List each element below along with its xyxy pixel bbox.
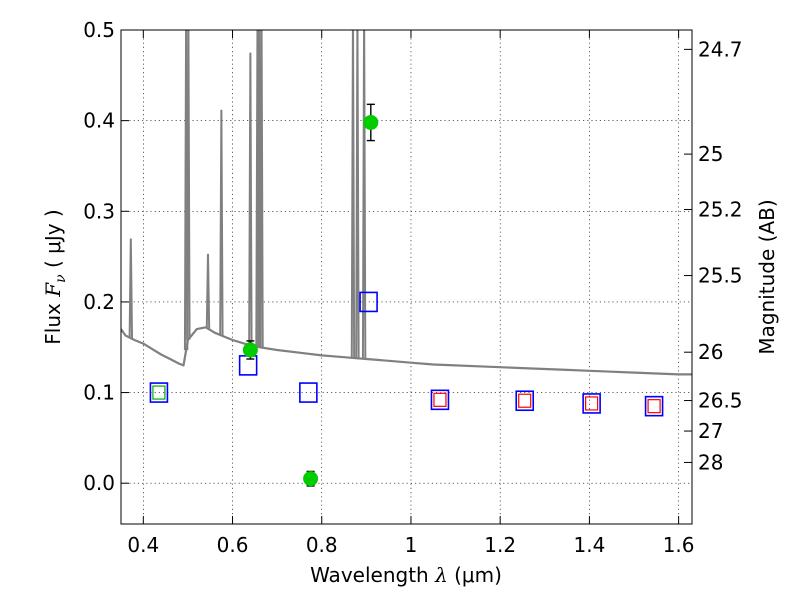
blue-square-marker — [430, 389, 450, 411]
x-tick-label: 0.6 — [217, 533, 249, 557]
x-tick-label: 1.4 — [573, 533, 605, 557]
small-square-marker — [585, 396, 599, 411]
small-square-marker — [152, 385, 166, 400]
x-tick-label: 0.8 — [306, 533, 338, 557]
small-square-marker — [433, 392, 447, 407]
photometry-markers — [149, 103, 664, 487]
green-circle-marker — [363, 114, 379, 130]
blue-square-marker — [582, 393, 601, 414]
y2-tick-label: 28 — [698, 450, 723, 474]
emission-line — [248, 52, 253, 346]
y-tick-label: 0.2 — [83, 290, 115, 314]
y2-tick-label: 27 — [698, 419, 723, 443]
blue-square-marker — [644, 395, 664, 417]
y-axis-title: Flux Fν ( μJy ) — [41, 209, 69, 344]
x-tick-label: 1.6 — [663, 533, 695, 557]
y2-tick-label: 24.7 — [698, 37, 743, 61]
emission-line — [350, 30, 356, 358]
emission-line — [355, 30, 360, 359]
emission-line — [128, 238, 134, 339]
blue-square-marker — [359, 291, 378, 313]
emission-line — [219, 109, 224, 336]
small-square-marker — [518, 393, 532, 408]
green-circle-marker — [242, 342, 258, 358]
y-tick-label: 0.1 — [83, 381, 115, 405]
x-axis-title: Wavelength λ (μm) — [310, 563, 502, 587]
blue-square-marker — [299, 382, 318, 403]
plot-background — [121, 30, 692, 524]
axis-ticks: 0.4 0.6 0.8 1 1.2 1.4 1.6 0.0 0.1 0.2 0.3 0.4 0.5 24.… — [83, 18, 742, 557]
green-circle-marker — [303, 471, 319, 487]
emission-line — [186, 30, 191, 340]
spectrum-continuum — [121, 326, 692, 376]
y-tick-label: 0.5 — [83, 18, 115, 42]
x-tick-label: 1.2 — [484, 533, 516, 557]
y2-tick-label: 25 — [698, 142, 723, 166]
y-tick-label: 0.4 — [83, 109, 115, 133]
y-tick-label: 0.0 — [83, 471, 115, 495]
y2-axis-title: Magnitude (AB) — [755, 199, 779, 354]
x-tick-label: 0.4 — [127, 533, 159, 557]
emission-line — [205, 253, 211, 329]
emission-line — [361, 30, 367, 359]
y2-tick-label: 26 — [698, 340, 723, 364]
plot-frame — [120, 29, 693, 525]
blue-square-marker — [149, 382, 169, 403]
x-tick-label: 1 — [405, 533, 418, 557]
emission-line — [259, 30, 264, 348]
model-spectrum — [121, 30, 692, 376]
grid-lines — [121, 29, 692, 524]
y2-tick-label: 26.5 — [698, 389, 743, 413]
blue-square-marker — [515, 390, 535, 412]
y-tick-label: 0.3 — [83, 199, 115, 223]
small-square-marker — [647, 399, 661, 414]
y2-tick-label: 25.2 — [698, 197, 743, 221]
y2-tick-label: 25.5 — [698, 264, 743, 288]
